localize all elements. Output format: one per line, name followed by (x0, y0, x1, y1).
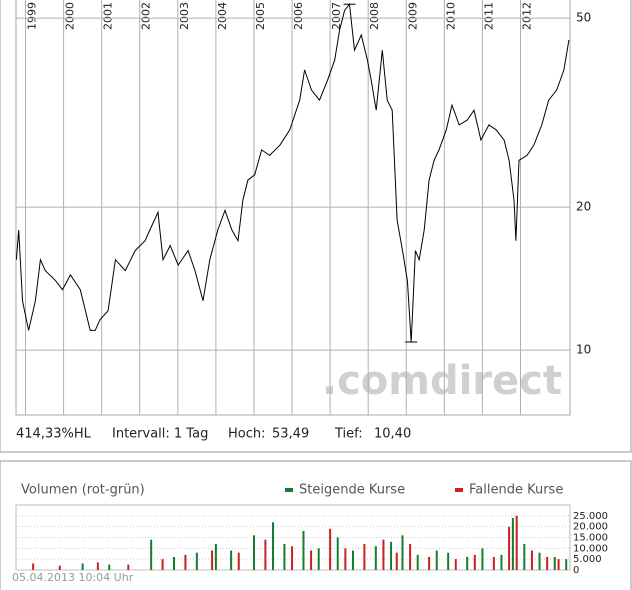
x-tick-label: 2008 (368, 2, 381, 30)
x-tick-label: 2010 (444, 2, 457, 30)
x-tick-label: 2000 (64, 2, 77, 30)
volume-bar (214, 544, 217, 570)
volume-bar (523, 544, 526, 570)
y-tick-label: 20 (576, 200, 591, 214)
volume-bar (291, 546, 294, 570)
volume-bar (211, 550, 214, 570)
x-tick-label: 2005 (254, 2, 267, 30)
x-tick-label: 2006 (292, 2, 305, 30)
volume-bar (317, 548, 320, 570)
volume-bar (184, 554, 187, 570)
volume-bar (58, 565, 61, 570)
volume-bar (473, 554, 476, 570)
y-tick-label: 0 (573, 565, 579, 576)
annotation: 414,33%HL (16, 427, 92, 442)
volume-bar (557, 559, 560, 570)
y-tick-label: 50 (576, 11, 591, 25)
volume-bar (161, 559, 164, 570)
x-tick-label: 2004 (216, 2, 229, 30)
volume-bar (435, 550, 438, 570)
volume-bar (508, 526, 511, 570)
volume-bar (230, 550, 233, 570)
volume-bar (374, 546, 377, 570)
volume-bar (428, 557, 431, 570)
volume-bar (530, 550, 533, 570)
legend-swatch (455, 488, 463, 492)
volume-bar (351, 550, 354, 570)
volume-bar (195, 552, 198, 570)
footer: 05.04.2013 10:04 Uhr (12, 571, 134, 584)
volume-bar (283, 544, 286, 570)
volume-bar (538, 552, 541, 570)
annotation: Hoch: (228, 427, 266, 442)
volume-bar (264, 539, 267, 570)
volume-bar (150, 539, 153, 570)
volume-bar (515, 515, 518, 570)
annotation: 53,49 (272, 427, 309, 442)
volume-bar (81, 563, 84, 570)
annotation: 10,40 (374, 427, 411, 442)
panel-border (0, 0, 632, 453)
panel-border (0, 460, 632, 590)
y-tick-label: 15.000 (573, 533, 608, 544)
watermark: .comdirect (322, 358, 562, 404)
volume-bar (382, 539, 385, 570)
volume-bar (173, 557, 176, 570)
volume-bar (390, 541, 393, 570)
volume-bar (237, 552, 240, 570)
volume-bar (32, 563, 35, 570)
volume-bar (416, 554, 419, 570)
x-tick-label: 2007 (330, 2, 343, 30)
volume-bar (511, 518, 514, 570)
volume-bar (310, 550, 313, 570)
chart-title: Volumen (rot-grün) (21, 483, 145, 498)
volume-bar (481, 548, 484, 570)
y-tick-label: 20.000 (573, 522, 608, 533)
annotation: Tief: (334, 427, 363, 442)
y-tick-label: 25.000 (573, 511, 608, 522)
volume-bar (96, 562, 99, 570)
annotation: Intervall: 1 Tag (112, 427, 208, 442)
volume-bar (565, 559, 568, 570)
volume-bar (344, 548, 347, 570)
x-tick-label: 2011 (482, 2, 495, 30)
x-tick-label: 1999 (26, 2, 39, 30)
volume-bar (127, 564, 130, 570)
volume-bar (108, 564, 111, 570)
x-tick-label: 2012 (521, 2, 534, 30)
volume-bar (454, 559, 457, 570)
volume-bar (466, 557, 469, 570)
volume-bar (272, 522, 275, 570)
x-tick-label: 2001 (102, 2, 115, 30)
x-tick-label: 2002 (140, 2, 153, 30)
volume-bar (302, 531, 305, 570)
volume-bar (336, 537, 339, 570)
legend-swatch (285, 488, 293, 492)
volume-bar (252, 535, 255, 570)
y-tick-label: 10 (576, 343, 591, 357)
price-line (15, 2, 570, 343)
volume-bar (546, 557, 549, 570)
volume-bar (395, 552, 398, 570)
volume-bar (447, 552, 450, 570)
legend-label: Steigende Kurse (299, 483, 405, 498)
y-tick-label: 5.000 (573, 554, 602, 565)
volume-bar (409, 544, 412, 570)
volume-bar (492, 557, 495, 570)
x-tick-label: 2009 (406, 2, 419, 30)
y-tick-label: 10.000 (573, 543, 608, 554)
volume-bar (401, 535, 404, 570)
volume-bar (553, 557, 556, 570)
x-tick-label: 2003 (178, 2, 191, 30)
legend-label: Fallende Kurse (469, 483, 563, 498)
volume-bar (363, 544, 366, 570)
volume-bar (329, 528, 332, 570)
volume-bar (500, 554, 503, 570)
